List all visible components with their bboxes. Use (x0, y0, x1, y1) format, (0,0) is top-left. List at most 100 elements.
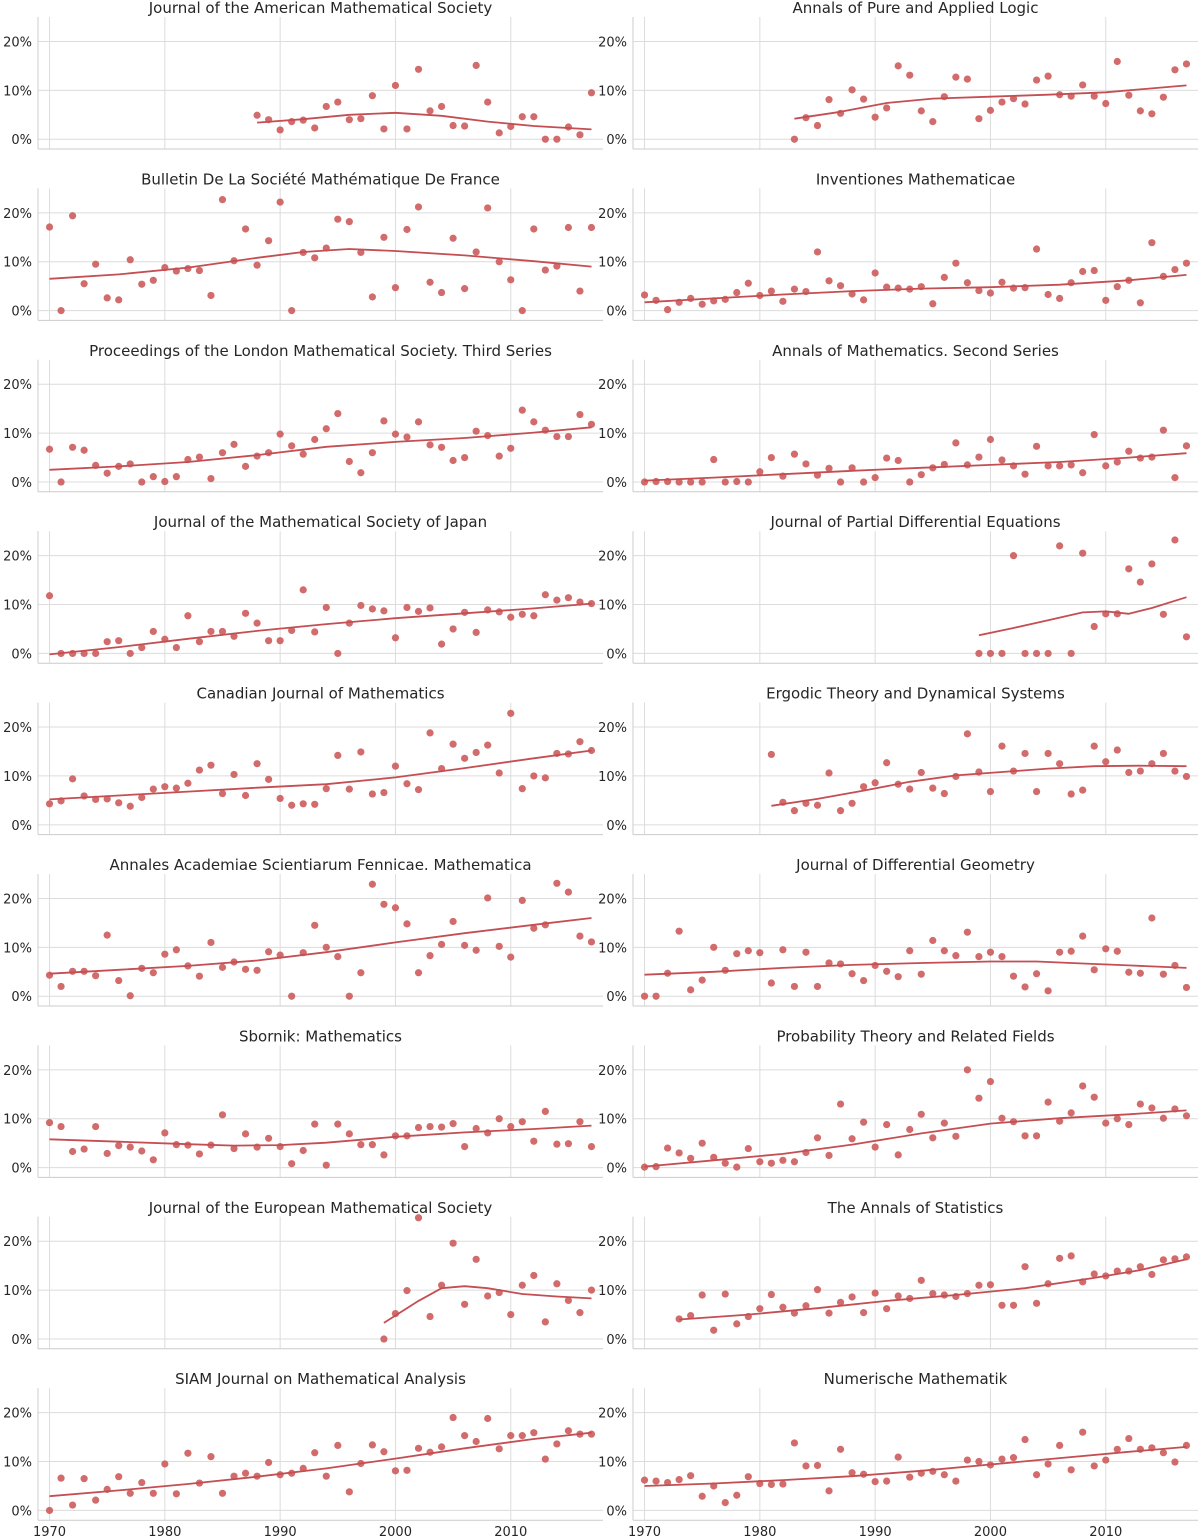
data-point (530, 225, 538, 233)
y-tick-label: 20% (3, 378, 32, 393)
data-point (218, 963, 227, 971)
data-point (663, 306, 672, 314)
data-point (1090, 1270, 1098, 1278)
data-point (276, 198, 284, 206)
y-tick-label: 20% (598, 378, 627, 393)
y-tick-label: 10% (3, 84, 32, 99)
data-point (345, 785, 353, 793)
data-point (553, 1280, 561, 1288)
data-point (311, 921, 319, 929)
data-point (484, 98, 492, 106)
data-point (57, 1474, 65, 1482)
trend-line (49, 602, 592, 656)
y-tick-label: 20% (598, 721, 627, 736)
trend-line (257, 111, 592, 131)
data-point (391, 1467, 400, 1475)
data-point (495, 1445, 503, 1453)
data-point (1182, 983, 1191, 992)
data-point (813, 801, 822, 809)
panel-title: Journal of the American Mathematical Soc… (148, 0, 493, 17)
data-point (825, 769, 833, 777)
y-tick-label: 0% (606, 819, 627, 834)
data-point (403, 125, 411, 133)
data-point (449, 121, 457, 130)
data-point (437, 1443, 446, 1451)
data-point (576, 131, 584, 139)
data-point (906, 1125, 914, 1134)
data-point (1079, 1082, 1087, 1090)
data-point (403, 603, 411, 612)
data-point (894, 1453, 902, 1461)
data-point (860, 976, 868, 985)
data-point (710, 1153, 718, 1161)
y-tick-label: 10% (3, 941, 32, 956)
data-point (265, 1458, 273, 1467)
data-point (45, 592, 54, 600)
data-point (403, 780, 411, 788)
y-tick-label: 0% (606, 476, 627, 491)
data-point (495, 1115, 503, 1123)
data-point (848, 86, 856, 94)
data-point (1182, 442, 1191, 450)
data-point (1032, 76, 1041, 84)
data-point (426, 1122, 434, 1131)
data-point (461, 1300, 469, 1308)
data-point (172, 1490, 180, 1498)
panel-title: Probability Theory and Related Fields (776, 1027, 1054, 1045)
data-point (975, 1094, 983, 1102)
data-point (952, 952, 960, 960)
data-point (149, 969, 157, 977)
data-point (687, 1311, 695, 1320)
data-point (883, 967, 891, 975)
data-point (986, 787, 995, 796)
data-point (495, 129, 503, 137)
y-tick-label: 10% (598, 1284, 627, 1299)
y-tick-label: 20% (3, 1235, 32, 1250)
data-point (265, 237, 273, 245)
data-point (437, 102, 446, 111)
data-point (57, 478, 65, 486)
data-point (986, 649, 995, 658)
data-point (472, 427, 480, 435)
data-point (195, 766, 204, 774)
data-point (184, 779, 192, 787)
panel-title: Annals of Pure and Applied Logic (793, 0, 1039, 17)
y-tick-label: 0% (606, 133, 627, 148)
data-point (126, 802, 134, 810)
data-point (975, 286, 983, 295)
data-point (138, 793, 146, 802)
data-point (813, 1461, 822, 1470)
data-point (663, 1144, 672, 1152)
data-point (940, 273, 948, 281)
data-point (161, 1129, 169, 1137)
data-point (975, 453, 983, 461)
data-point (564, 1427, 573, 1435)
data-point (241, 609, 250, 617)
data-point (241, 462, 250, 470)
data-point (640, 478, 649, 486)
y-tick-label: 10% (598, 1113, 627, 1128)
data-point (952, 1132, 960, 1140)
x-tick-label: 2000 (379, 1525, 412, 1537)
data-point (138, 478, 146, 486)
data-point (1113, 1445, 1121, 1453)
data-point (288, 442, 296, 450)
data-point (1159, 93, 1168, 101)
data-point (576, 287, 584, 295)
data-point (871, 1477, 879, 1486)
data-point (530, 772, 538, 780)
data-point (687, 1154, 695, 1162)
data-point (149, 627, 157, 636)
data-point (906, 478, 914, 486)
data-point (1136, 1263, 1144, 1271)
data-point (288, 307, 296, 315)
data-point (449, 917, 457, 926)
data-point (484, 741, 492, 749)
data-point (1032, 442, 1041, 450)
data-point (767, 1290, 775, 1299)
data-point (172, 946, 180, 954)
data-point (733, 1491, 741, 1499)
data-point (1148, 110, 1156, 118)
data-point (1079, 1428, 1087, 1436)
data-point (195, 1150, 204, 1158)
